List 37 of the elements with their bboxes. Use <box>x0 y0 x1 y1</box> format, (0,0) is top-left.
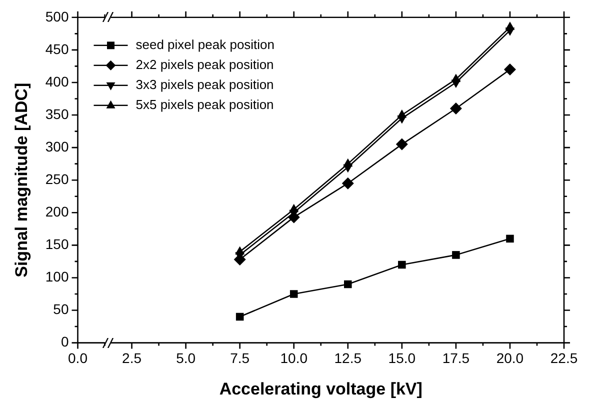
x-tick-label: 15.0 <box>388 350 416 366</box>
y-tick-label: 350 <box>45 106 69 122</box>
x-tick-label: 12.5 <box>334 350 362 366</box>
x-tick-label: 20.0 <box>496 350 524 366</box>
point <box>342 177 354 190</box>
point <box>290 290 298 298</box>
x-tick-label: 22.5 <box>550 350 578 366</box>
legend-label: 5x5 pixels peak position <box>136 96 274 112</box>
y-tick-label: 200 <box>45 204 69 220</box>
y-tick-label: 150 <box>45 236 69 252</box>
y-tick-label: 500 <box>45 8 69 24</box>
point <box>452 251 460 259</box>
y-tick-label: 300 <box>45 138 69 154</box>
y-tick-label: 400 <box>45 73 69 90</box>
point <box>504 63 516 76</box>
y-tick-label: 250 <box>45 170 69 187</box>
y-axis-title: Signal magnitude [ADC] <box>12 82 31 278</box>
x-tick-label: 7.5 <box>230 350 250 366</box>
point <box>506 234 514 243</box>
legend-label: 3x3 pixels peak position <box>136 76 274 92</box>
point <box>236 312 244 321</box>
x-tick-label: 5.0 <box>176 350 196 366</box>
legend-label: 2x2 pixels peak position <box>136 56 274 72</box>
x-tick-label: 17.5 <box>442 350 470 366</box>
y-tick-label: 450 <box>45 40 69 57</box>
point <box>398 260 406 269</box>
y-tick-label: 50 <box>53 301 69 318</box>
point <box>396 138 408 150</box>
legend-label: seed pixel peak position <box>136 36 275 52</box>
x-tick-label: 2.5 <box>122 350 142 366</box>
y-tick-label: 0 <box>60 334 69 350</box>
x-tick-label: 0.0 <box>68 350 88 366</box>
x-axis-title: Accelerating voltage [kV] <box>219 379 422 398</box>
x-tick-label: 10.0 <box>280 350 308 366</box>
point <box>450 102 462 115</box>
point <box>344 280 352 288</box>
y-tick-label: 100 <box>45 268 69 285</box>
